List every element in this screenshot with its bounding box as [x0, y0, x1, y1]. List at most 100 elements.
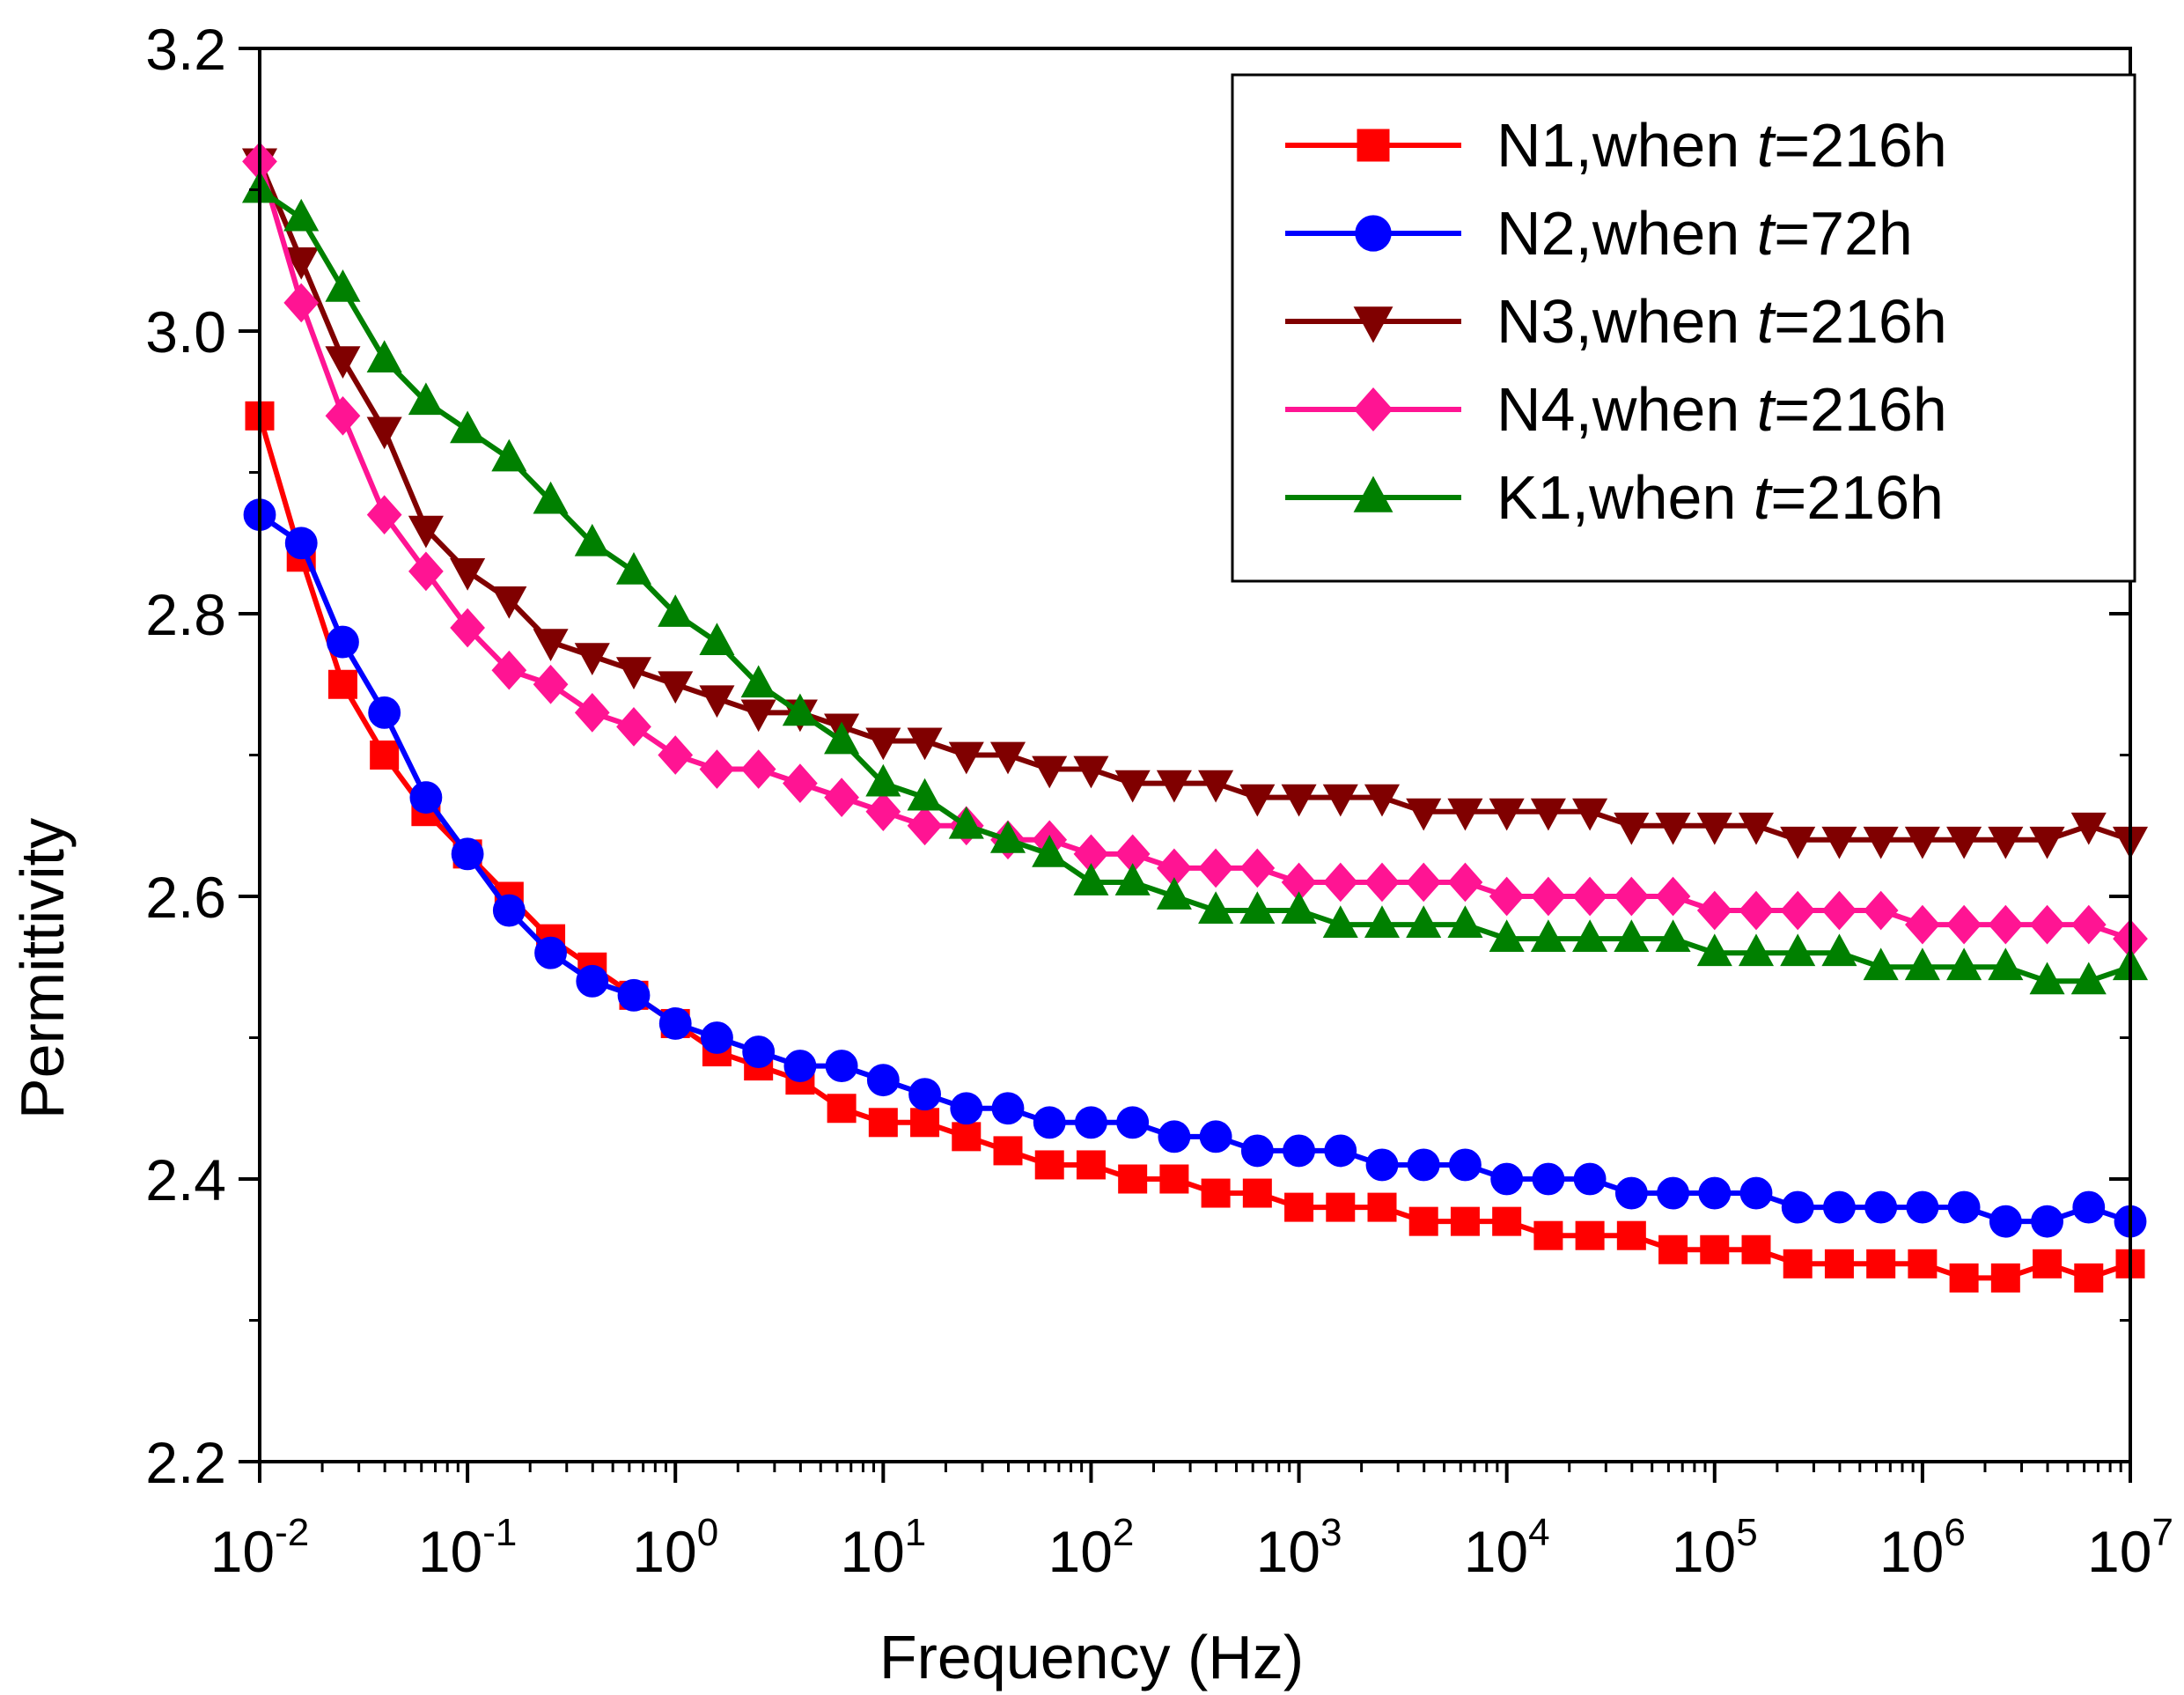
data-point	[740, 699, 776, 733]
data-point	[993, 1136, 1023, 1166]
data-point	[1450, 1206, 1480, 1236]
data-point	[865, 792, 901, 832]
data-point	[574, 643, 610, 675]
data-point	[1406, 798, 1442, 831]
data-point	[1696, 890, 1732, 931]
data-point	[1364, 905, 1401, 938]
data-point	[1156, 877, 1192, 910]
series-4	[241, 170, 2149, 995]
data-point	[325, 269, 361, 302]
data-point	[1655, 876, 1691, 917]
data-point	[1156, 770, 1192, 803]
legend-label: K1,when t=216h	[1496, 463, 1944, 532]
data-point	[366, 340, 402, 372]
data-point	[1116, 1106, 1150, 1139]
data-point	[1406, 862, 1442, 903]
data-point	[1364, 862, 1400, 903]
data-point	[1949, 1263, 1979, 1293]
data-point	[907, 777, 943, 811]
legend-marker	[1355, 215, 1392, 252]
y-axis-title: Permittivity	[8, 818, 77, 1119]
data-point	[1700, 1234, 1730, 1264]
data-point	[1614, 876, 1650, 917]
series-line	[258, 512, 2131, 1225]
legend-label: N2,when t=72h	[1496, 199, 1913, 268]
data-point	[1281, 891, 1317, 924]
data-point	[1863, 826, 1899, 859]
data-point	[1492, 1206, 1522, 1236]
data-point	[1239, 891, 1276, 924]
data-point	[533, 481, 569, 514]
data-point	[616, 707, 651, 747]
data-point	[2074, 1263, 2104, 1293]
data-point	[370, 741, 400, 770]
data-point	[989, 741, 1026, 775]
data-point	[1780, 933, 1816, 967]
data-point	[658, 594, 694, 627]
series-line	[257, 160, 2131, 941]
data-point	[1533, 1220, 1563, 1250]
data-point	[615, 552, 652, 585]
data-point	[1159, 1164, 1189, 1194]
data-point	[1198, 891, 1234, 924]
data-point	[1698, 1176, 1732, 1210]
data-point	[1614, 1176, 1648, 1210]
data-point	[1946, 947, 1982, 981]
data-point	[866, 1064, 900, 1097]
data-point	[1032, 755, 1068, 789]
data-point	[827, 1094, 857, 1124]
data-point	[1034, 1150, 1064, 1180]
data-point	[368, 696, 401, 729]
data-point	[1572, 919, 1608, 953]
data-point	[865, 727, 901, 761]
data-point	[1118, 1164, 1148, 1194]
data-point	[1073, 863, 1109, 895]
data-point	[658, 735, 694, 775]
data-point	[783, 763, 818, 803]
data-point	[1447, 862, 1483, 903]
data-point	[1946, 904, 1982, 945]
data-point	[2031, 1205, 2063, 1238]
data-point	[1198, 848, 1233, 888]
y-tick-label: 2.8	[145, 582, 226, 647]
data-point	[1073, 755, 1109, 789]
data-point	[1242, 1178, 1272, 1208]
data-point	[408, 515, 444, 549]
data-point	[1240, 1134, 1274, 1168]
data-point	[782, 693, 818, 726]
series-1	[243, 498, 2147, 1238]
data-point	[1780, 890, 1816, 931]
data-point	[2070, 904, 2107, 945]
data-point	[1739, 1176, 1773, 1210]
data-point	[825, 1050, 858, 1083]
data-point	[2072, 1190, 2106, 1224]
data-point	[1075, 1106, 1107, 1139]
data-point	[2070, 812, 2107, 845]
data-point	[1076, 1150, 1106, 1180]
legend-label: N3,when t=216h	[1496, 287, 1947, 356]
data-point	[658, 1007, 692, 1040]
data-point	[1532, 1162, 1565, 1196]
legend-label: N4,when t=216h	[1496, 375, 1947, 444]
data-point	[366, 416, 402, 450]
data-point	[1281, 784, 1317, 817]
data-point	[327, 625, 359, 659]
data-point	[1114, 770, 1151, 803]
x-tick-label: 10-2	[210, 1511, 310, 1584]
data-point	[1696, 933, 1732, 967]
data-point	[2029, 904, 2065, 945]
y-tick-label: 2.2	[145, 1430, 226, 1495]
data-point	[283, 283, 320, 323]
data-point	[450, 608, 485, 648]
data-point	[1614, 919, 1650, 953]
data-point	[1201, 1178, 1231, 1208]
data-point	[533, 629, 569, 661]
data-point	[989, 820, 1026, 853]
legend-marker	[1353, 475, 1393, 512]
data-point	[1572, 876, 1607, 917]
data-point	[1199, 1120, 1232, 1153]
data-point	[1158, 1120, 1191, 1153]
data-point	[740, 749, 776, 789]
data-point	[1490, 1162, 1524, 1196]
data-point	[1905, 904, 1940, 945]
